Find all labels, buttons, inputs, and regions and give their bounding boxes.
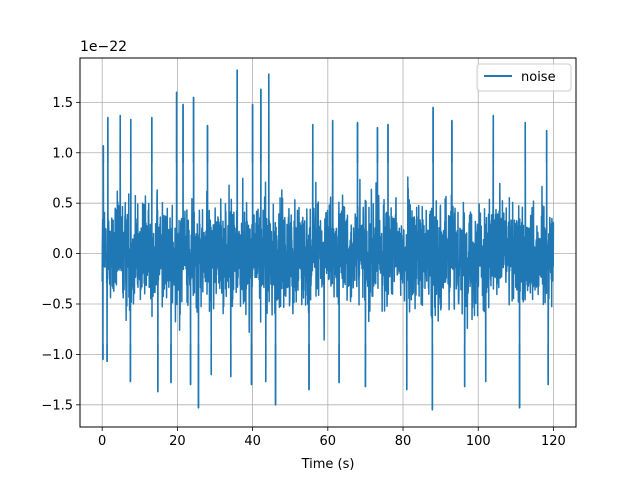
plot-data-area <box>101 69 555 411</box>
series-line-noise <box>101 69 555 411</box>
x-tick-label: 120 <box>541 434 566 449</box>
y-axis-ticks: −1.5 −1.0 −0.5 0.0 0.5 1.0 1.5 <box>41 96 80 413</box>
y-offset-label: 1e−22 <box>80 39 127 55</box>
y-tick-label: 0.5 <box>52 197 73 212</box>
x-tick-label: 40 <box>244 434 261 449</box>
x-tick-label: 100 <box>466 434 491 449</box>
legend-box <box>476 63 572 92</box>
series-layer <box>101 69 555 411</box>
x-axis-ticks: 0 20 40 60 80 100 120 <box>98 427 566 449</box>
y-tick-label: −0.5 <box>41 298 73 313</box>
y-tick-label: 1.0 <box>52 146 73 161</box>
x-tick-label: 20 <box>169 434 186 449</box>
y-tick-label: −1.5 <box>41 398 73 413</box>
y-tick-label: 1.5 <box>52 96 73 111</box>
y-tick-label: 0.0 <box>52 247 73 262</box>
legend-label-noise: noise <box>521 70 556 85</box>
y-tick-label: −1.0 <box>41 348 73 363</box>
x-axis-label: Time (s) <box>301 457 355 472</box>
x-tick-label: 60 <box>320 434 337 449</box>
x-tick-label: 0 <box>98 434 106 449</box>
legend: noise <box>476 63 572 92</box>
x-tick-label: 80 <box>395 434 412 449</box>
